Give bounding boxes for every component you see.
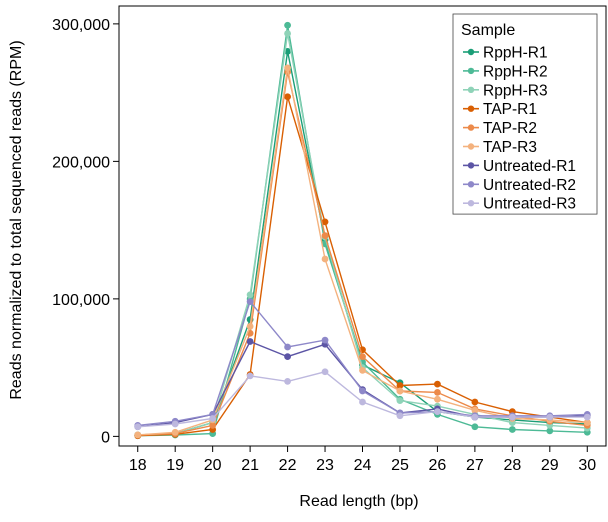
x-tick-label: 18: [129, 457, 147, 474]
x-tick-label: 29: [541, 457, 559, 474]
data-point-tap-r1: [471, 398, 479, 406]
x-tick-label: 22: [279, 457, 297, 474]
legend-swatch-point-untreated-r1: [467, 162, 475, 169]
data-point-rpph-r3: [246, 291, 254, 299]
x-tick-label: 25: [391, 457, 409, 474]
data-point-untreated-r3: [209, 415, 217, 422]
data-point-tap-r3: [471, 406, 479, 414]
data-point-untreated-r2: [284, 343, 291, 351]
data-point-tap-r1: [321, 218, 329, 226]
x-tick-label: 27: [466, 457, 484, 474]
data-point-untreated-r3: [583, 413, 591, 421]
legend-swatch-point-untreated-r2: [467, 181, 475, 188]
data-point-rpph-r3: [284, 30, 291, 37]
data-point-tap-r1: [396, 382, 404, 389]
legend-label-tap-r3: TAP-R3: [483, 139, 537, 156]
x-tick-label: 20: [204, 457, 222, 474]
data-point-untreated-r2: [321, 336, 329, 344]
data-point-tap-r3: [359, 366, 366, 374]
data-point-untreated-r1: [246, 338, 254, 345]
legend-swatch-point-rpph-r3: [467, 86, 475, 94]
data-point-tap-r3: [171, 428, 179, 436]
data-point-tap-r2: [209, 421, 217, 429]
x-tick-label: 19: [166, 457, 184, 474]
y-tick-label: 300,000: [52, 17, 110, 34]
data-point-tap-r3: [321, 255, 329, 263]
legend-title: Sample: [461, 22, 515, 39]
x-axis-label: Read length (bp): [299, 493, 418, 510]
data-point-untreated-r3: [546, 413, 554, 421]
data-point-untreated-r3: [171, 420, 179, 428]
data-point-untreated-r3: [471, 413, 479, 421]
legend-swatch-point-tap-r2: [467, 124, 475, 131]
data-point-tap-r3: [284, 64, 291, 72]
y-tick-label: 200,000: [52, 154, 110, 171]
data-point-tap-r1: [434, 380, 441, 388]
plot-area: 0 100,000 200,000 300,000 18 19 20 21 22 23 24 25 26…: [52, 5, 607, 474]
data-point-tap-r3: [396, 387, 404, 395]
legend-label-tap-r2: TAP-R2: [483, 120, 537, 137]
data-point-tap-r1: [284, 93, 291, 101]
data-point-rpph-r2: [508, 426, 516, 433]
data-point-tap-r2: [321, 232, 329, 240]
legend-label-tap-r1: TAP-R1: [483, 101, 537, 118]
legend-box: [452, 13, 598, 215]
data-point-untreated-r2: [246, 298, 254, 306]
data-point-tap-r3: [583, 419, 591, 427]
x-tick-label: 30: [578, 457, 596, 474]
legend-swatch-point-rpph-r2: [467, 67, 475, 75]
data-point-untreated-r3: [284, 377, 291, 385]
data-point-untreated-r3: [434, 408, 441, 416]
data-point-tap-r3: [434, 395, 441, 403]
data-point-untreated-r3: [359, 398, 366, 406]
legend-label-untreated-r3: Untreated-R3: [483, 196, 576, 213]
data-point-rpph-r3: [396, 397, 404, 405]
x-tick-label: 21: [241, 457, 259, 474]
x-tick-label: 23: [316, 457, 334, 474]
legend-swatch-point-untreated-r3: [467, 200, 475, 207]
data-point-untreated-r3: [246, 372, 254, 380]
data-point-tap-r2: [359, 353, 366, 361]
data-point-rpph-r2: [471, 423, 479, 431]
data-point-tap-r3: [134, 431, 142, 439]
legend-swatch-point-tap-r1: [467, 105, 475, 112]
legend-swatch-point-rpph-r1: [467, 48, 475, 56]
legend-swatch-point-tap-r3: [467, 143, 475, 150]
data-point-tap-r3: [246, 322, 254, 330]
data-point-untreated-r2: [359, 387, 366, 395]
data-point-rpph-r2: [284, 21, 291, 29]
x-tick-label: 24: [354, 457, 372, 474]
legend-label-rpph-r3: RppH-R3: [483, 82, 548, 99]
data-point-untreated-r3: [508, 413, 516, 421]
legend-label-rpph-r1: RppH-R1: [483, 45, 548, 62]
legend-label-rpph-r2: RppH-R2: [483, 63, 548, 80]
y-tick-label: 100,000: [52, 292, 110, 309]
data-point-untreated-r1: [284, 353, 291, 361]
x-tick-label: 28: [503, 457, 521, 474]
data-point-untreated-r3: [321, 368, 329, 376]
legend-label-untreated-r1: Untreated-R1: [483, 158, 576, 175]
y-tick-label: 0: [101, 429, 110, 446]
data-point-tap-r2: [434, 388, 441, 396]
x-tick-label: 26: [429, 457, 447, 474]
data-point-untreated-r3: [396, 412, 404, 420]
data-point-untreated-r3: [134, 423, 142, 431]
legend-label-untreated-r2: Untreated-R2: [483, 177, 576, 194]
y-axis-label: Reads normalized to total sequenced read…: [8, 40, 25, 399]
data-point-rpph-r2: [546, 427, 554, 435]
